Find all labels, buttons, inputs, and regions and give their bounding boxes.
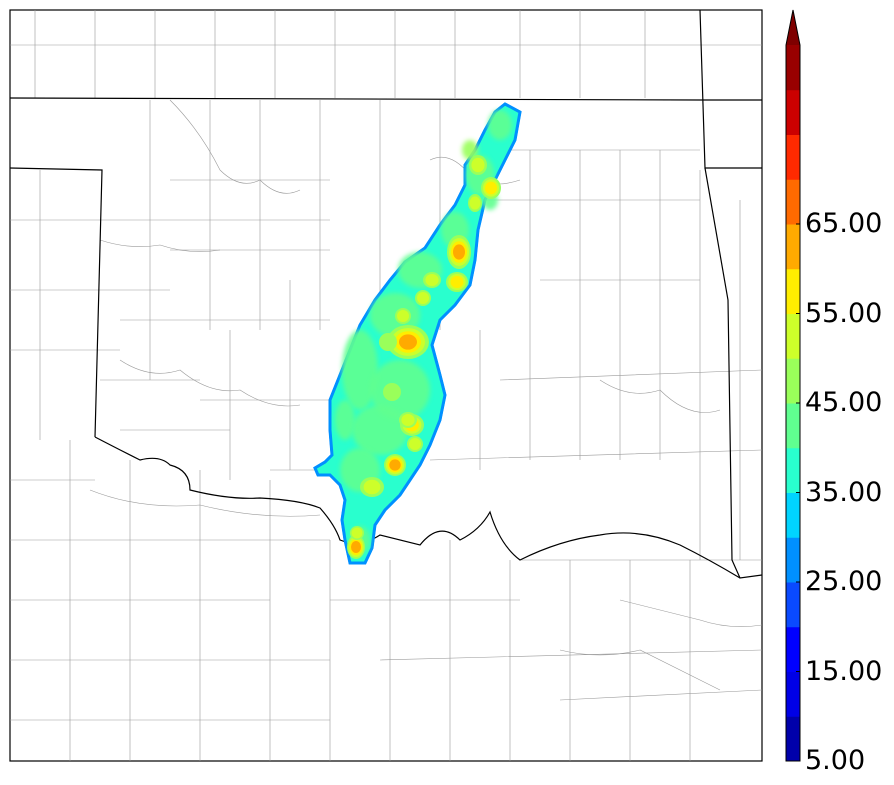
echo-region bbox=[488, 110, 512, 140]
storm-cell bbox=[425, 274, 439, 286]
storm-cell bbox=[397, 310, 409, 322]
colorbar-segment bbox=[786, 179, 800, 225]
storm-cell bbox=[383, 383, 401, 401]
echo-region bbox=[335, 400, 355, 440]
storm-cell bbox=[351, 527, 363, 539]
storm-cell bbox=[399, 334, 417, 350]
echo-region bbox=[462, 140, 478, 160]
colorbar-segment bbox=[786, 224, 800, 270]
colorbar-segment bbox=[786, 134, 800, 180]
colorbar-segment bbox=[786, 582, 800, 628]
colorbar-segment bbox=[786, 447, 800, 493]
storm-cell bbox=[389, 459, 401, 471]
echo-region bbox=[352, 405, 408, 455]
reflectivity-swath bbox=[313, 102, 522, 565]
storm-cell bbox=[485, 181, 497, 195]
colorbar bbox=[785, 9, 801, 762]
colorbar-segment bbox=[786, 626, 800, 672]
colorbar-tick-label: 15.00 bbox=[805, 655, 883, 687]
storm-cell bbox=[453, 244, 465, 260]
storm-cell bbox=[469, 196, 481, 210]
county-lines bbox=[10, 10, 762, 761]
colorbar-segment bbox=[786, 492, 800, 538]
colorbar-segment bbox=[786, 268, 800, 314]
colorbar-segment bbox=[786, 716, 800, 762]
state-borders bbox=[10, 10, 762, 579]
colorbar-segment bbox=[786, 671, 800, 717]
storm-cell bbox=[379, 333, 397, 351]
storm-cell bbox=[351, 541, 361, 553]
colorbar-segment bbox=[786, 403, 800, 449]
colorbar-segment bbox=[786, 313, 800, 359]
storm-cell bbox=[471, 157, 485, 173]
colorbar-tick-label: 25.00 bbox=[805, 566, 883, 597]
colorbar-extend-arrow bbox=[786, 10, 800, 45]
colorbar-tick-label: 5.00 bbox=[805, 745, 866, 776]
colorbar-segment bbox=[786, 89, 800, 135]
echo-region bbox=[342, 330, 378, 410]
colorbar-tick-label: 45.00 bbox=[805, 387, 883, 418]
colorbar-segment bbox=[786, 45, 800, 91]
colorbar-segment bbox=[786, 537, 800, 583]
storm-cell bbox=[363, 479, 381, 495]
colorbar-segment bbox=[786, 358, 800, 404]
storm-cell bbox=[409, 438, 421, 450]
colorbar-tick-label: 65.00 bbox=[805, 208, 883, 239]
storm-cell bbox=[401, 414, 415, 426]
storm-cell bbox=[450, 276, 464, 288]
colorbar-tick-label: 55.00 bbox=[805, 297, 883, 329]
storm-cell bbox=[417, 292, 429, 304]
colorbar-tick-label: 35.00 bbox=[805, 476, 883, 508]
